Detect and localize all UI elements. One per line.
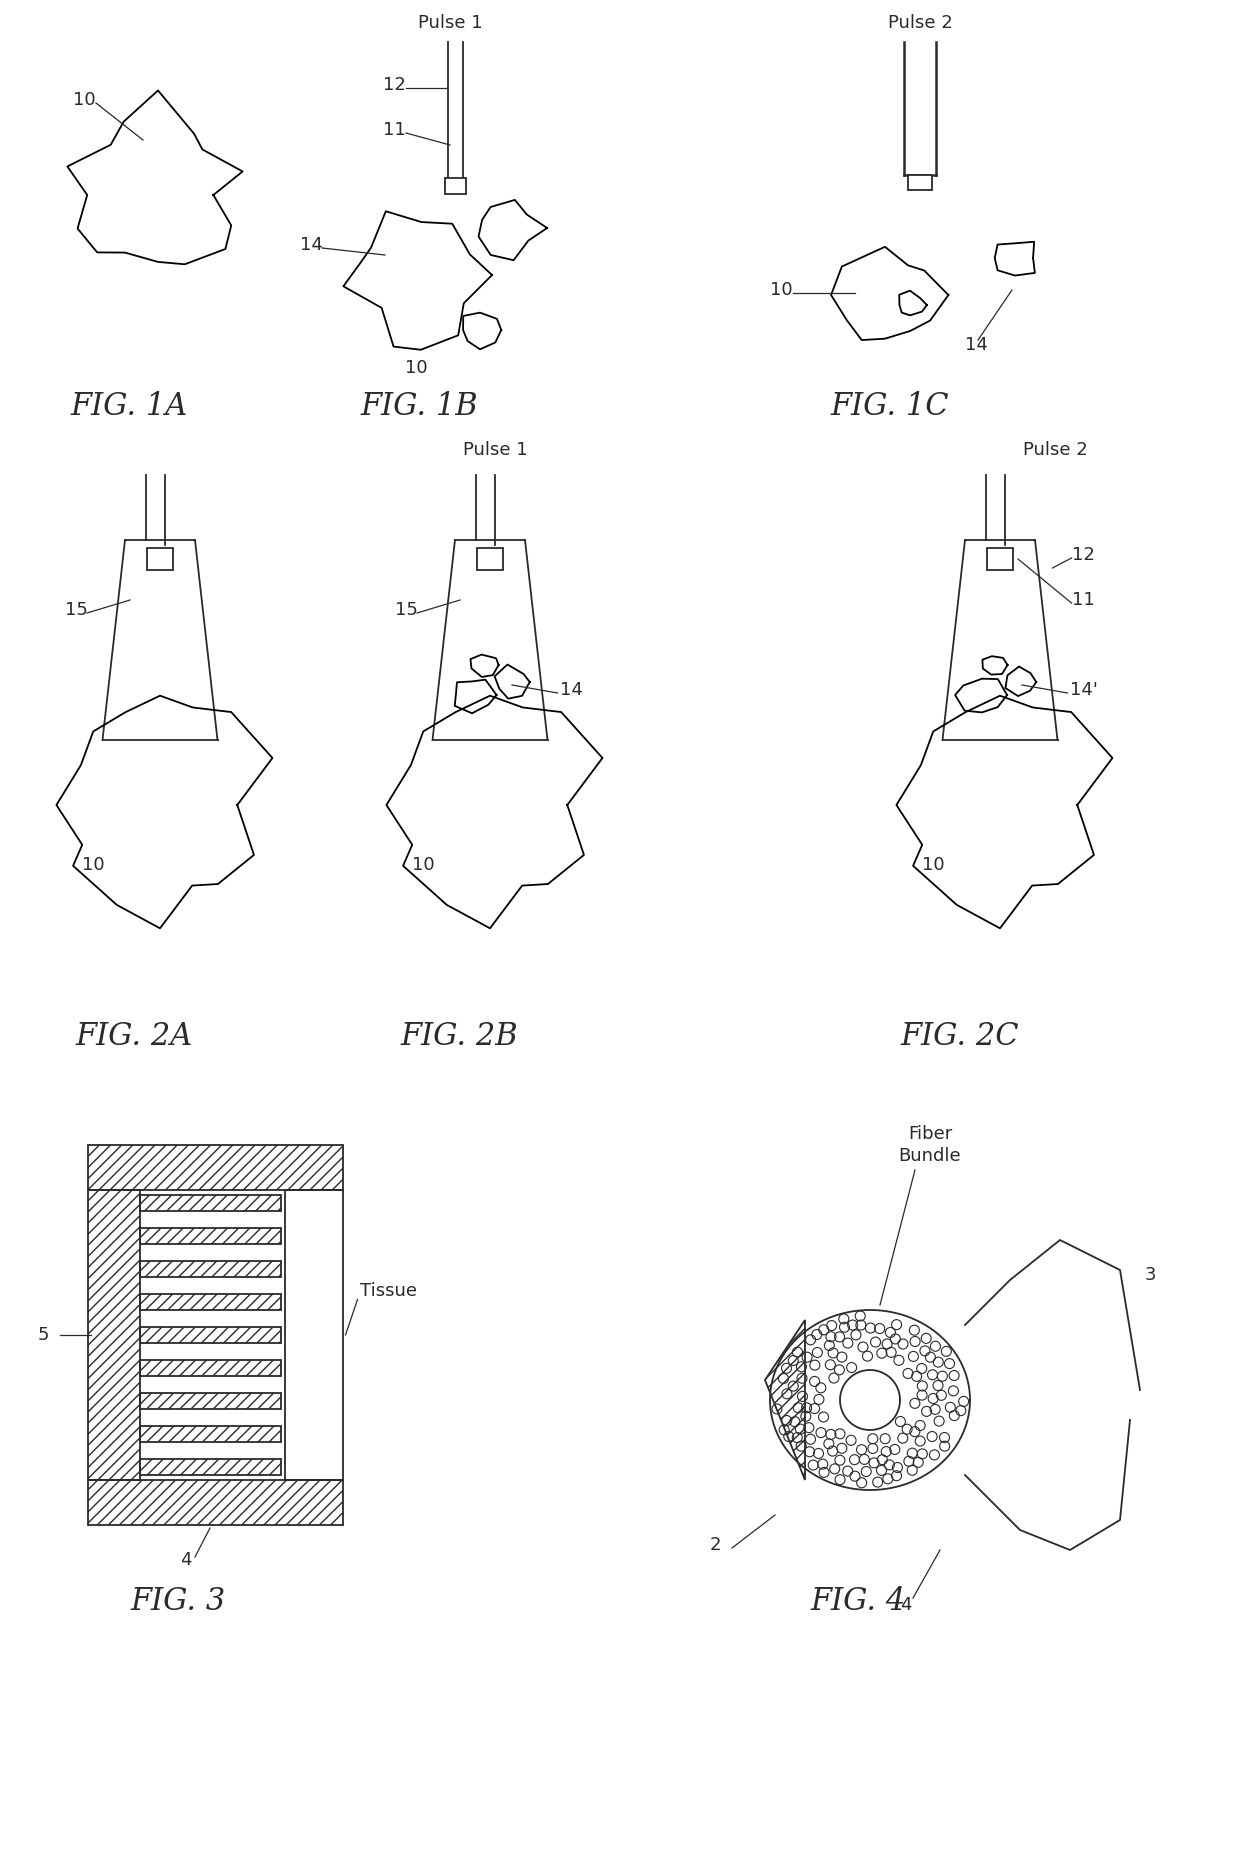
Text: 2: 2 [711, 1536, 722, 1555]
Text: 4: 4 [900, 1595, 911, 1614]
Bar [88, 1481, 342, 1525]
Text: FIG. 3: FIG. 3 [130, 1586, 226, 1618]
Text: 3: 3 [1145, 1266, 1157, 1284]
Bar [284, 1190, 342, 1481]
Text: 10: 10 [770, 282, 792, 298]
Text: 12: 12 [1073, 547, 1095, 563]
Bar [908, 174, 932, 191]
Bar [139, 1393, 280, 1408]
Bar [477, 548, 503, 571]
Bar [445, 178, 466, 195]
Text: 15: 15 [396, 600, 418, 619]
Bar [139, 1458, 280, 1475]
Text: FIG. 1C: FIG. 1C [830, 391, 949, 422]
Text: 11: 11 [1073, 591, 1095, 610]
Text: FIG. 1A: FIG. 1A [69, 391, 187, 422]
Text: 15: 15 [64, 600, 88, 619]
Bar [139, 1293, 280, 1310]
Text: Fiber
Bundle: Fiber Bundle [899, 1125, 961, 1166]
Bar [139, 1360, 280, 1377]
Bar [139, 1327, 280, 1343]
Text: Tissue: Tissue [361, 1282, 418, 1301]
Bar [88, 1190, 139, 1481]
Text: 14: 14 [300, 235, 322, 254]
Bar [139, 1195, 280, 1212]
Bar [88, 1145, 342, 1190]
Text: 10: 10 [413, 856, 435, 875]
Text: 10: 10 [923, 856, 945, 875]
Text: Pulse 1: Pulse 1 [418, 15, 482, 32]
Text: FIG. 2B: FIG. 2B [401, 1021, 517, 1053]
Text: FIG. 2C: FIG. 2C [900, 1021, 1018, 1053]
Text: Pulse 2: Pulse 2 [1023, 441, 1087, 460]
Bar [148, 548, 174, 571]
Text: 10: 10 [73, 91, 95, 109]
Bar [139, 1260, 280, 1277]
Text: 4: 4 [180, 1551, 191, 1569]
Text: 14: 14 [965, 335, 988, 354]
Text: Pulse 1: Pulse 1 [463, 441, 527, 460]
Text: Pulse 2: Pulse 2 [888, 15, 952, 32]
Text: 10: 10 [405, 359, 428, 376]
Text: FIG. 4: FIG. 4 [810, 1586, 905, 1618]
Text: 5: 5 [37, 1327, 50, 1343]
Text: FIG. 2A: FIG. 2A [74, 1021, 192, 1053]
Text: FIG. 1B: FIG. 1B [360, 391, 477, 422]
Bar [139, 1425, 280, 1442]
Text: 14': 14' [1069, 682, 1097, 699]
Text: 14: 14 [559, 682, 583, 699]
Text: 10: 10 [83, 856, 105, 875]
Bar [987, 548, 1013, 571]
Text: 11: 11 [383, 120, 405, 139]
Text: 12: 12 [383, 76, 405, 95]
Bar [139, 1229, 280, 1245]
